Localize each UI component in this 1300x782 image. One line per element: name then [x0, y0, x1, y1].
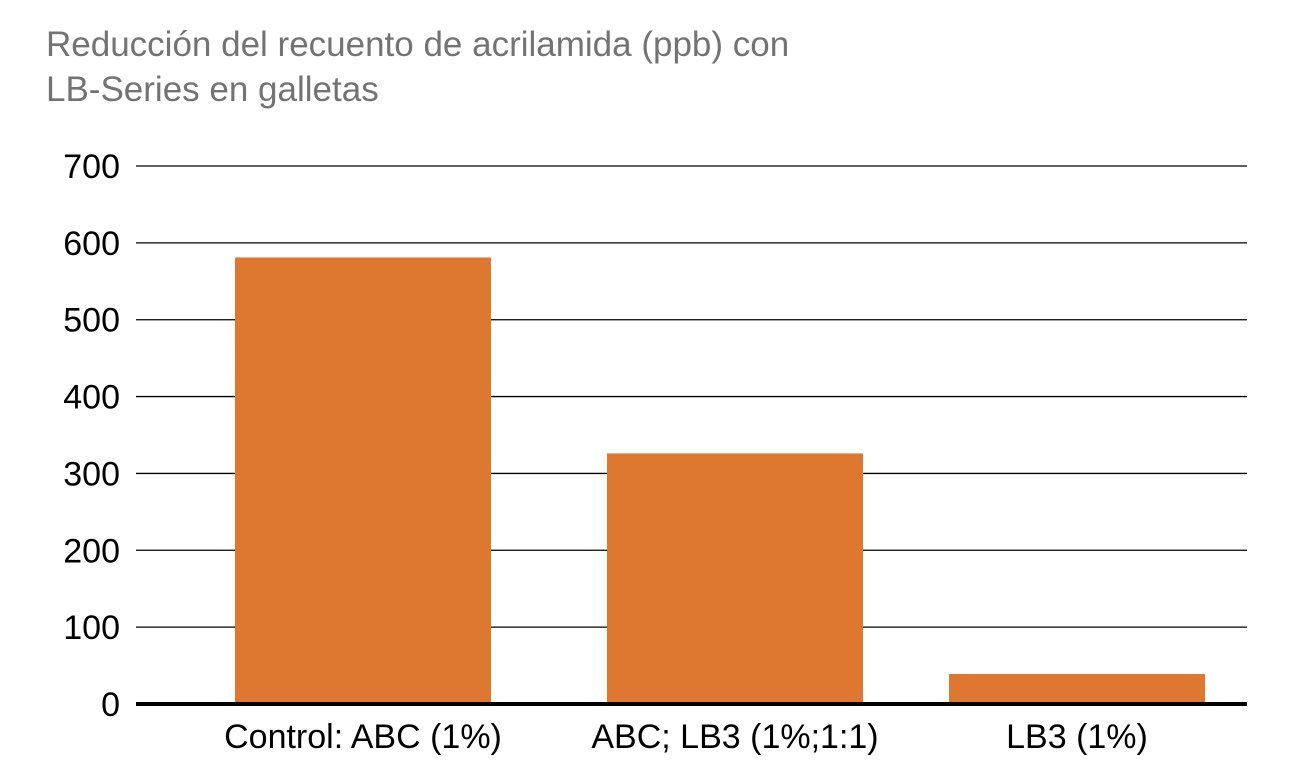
x-tick-label: ABC; LB3 (1%;1:1): [591, 718, 878, 756]
bars: [235, 257, 1205, 704]
y-tick-label: 300: [63, 455, 120, 493]
chart-title-line-1: Reducción del recuento de acrilamida (pp…: [46, 25, 790, 64]
y-tick-label: 0: [101, 686, 120, 724]
y-tick-label: 500: [63, 302, 120, 340]
y-tick-label: 200: [63, 532, 120, 570]
bar: [235, 257, 491, 704]
chart-title: Reducción del recuento de acrilamida (pp…: [46, 22, 1046, 112]
x-tick-label: Control: ABC (1%): [224, 718, 502, 756]
x-tick-label: LB3 (1%): [1006, 718, 1148, 756]
y-tick-label: 400: [63, 379, 120, 417]
y-tick-label: 100: [63, 609, 120, 647]
y-tick-label: 700: [63, 148, 120, 186]
y-tick-labels: 0 100 200 300 400 500 600 700: [63, 148, 120, 724]
bar: [607, 453, 863, 704]
x-tick-labels: Control: ABC (1%) ABC; LB3 (1%;1:1) LB3 (1…: [224, 718, 1148, 756]
chart-title-line-2: LB-Series en galletas: [46, 70, 379, 109]
bar: [949, 674, 1205, 704]
y-tick-label: 600: [63, 225, 120, 263]
